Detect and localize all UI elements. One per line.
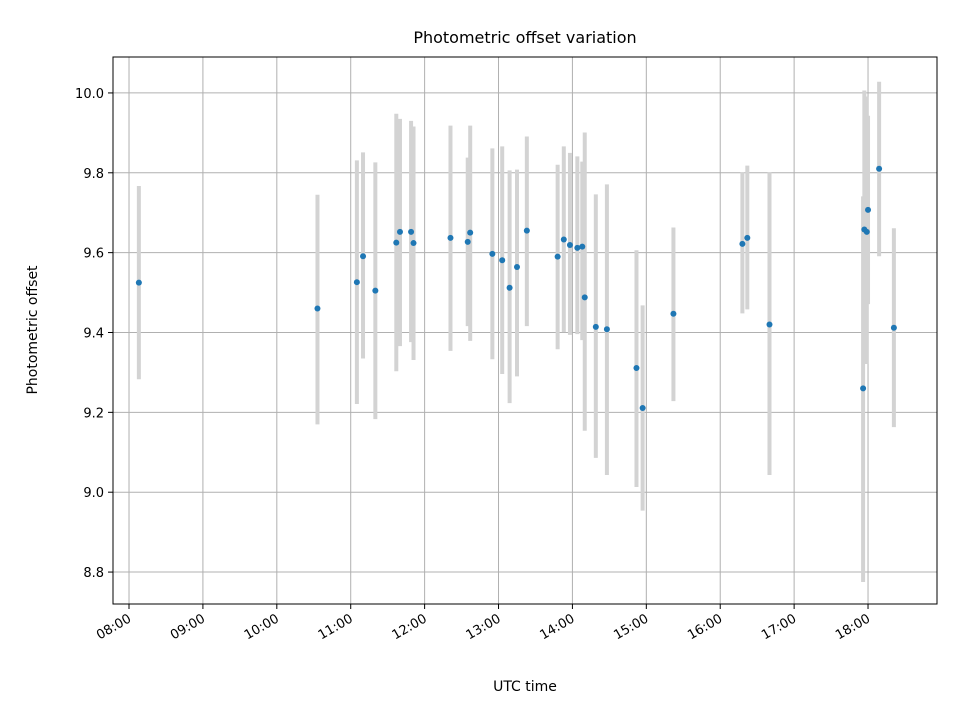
data-point <box>603 326 610 333</box>
data-point <box>489 250 496 257</box>
data-point <box>860 385 867 392</box>
data-point <box>579 243 586 250</box>
data-point <box>581 294 588 301</box>
y-tick-label: 10.0 <box>75 87 104 102</box>
y-axis-label: Photometric offset <box>25 265 41 395</box>
y-tick-label: 9.4 <box>83 326 104 341</box>
data-point <box>372 287 379 294</box>
y-axis-ticks: 8.8 9.0 9.2 9.4 9.6 9.8 10.0 <box>75 87 113 581</box>
data-point <box>574 244 581 251</box>
data-points <box>135 165 897 411</box>
data-point <box>566 242 573 249</box>
data-point <box>633 365 640 372</box>
y-tick-label: 9.8 <box>83 167 104 182</box>
data-point <box>670 310 677 317</box>
data-point <box>314 305 321 312</box>
data-point <box>360 253 367 260</box>
data-point <box>396 228 403 235</box>
data-point <box>499 257 506 264</box>
plot-frame <box>112 56 938 605</box>
x-axis-label: UTC time <box>493 679 557 695</box>
y-tick-label: 9.6 <box>83 247 104 262</box>
data-point <box>766 321 773 328</box>
data-point <box>890 324 897 331</box>
data-point <box>506 284 513 291</box>
data-point <box>876 165 883 172</box>
data-point <box>513 264 520 271</box>
data-point <box>410 240 417 247</box>
data-point <box>447 234 454 241</box>
y-tick-label: 9.0 <box>83 486 104 501</box>
data-point <box>523 227 530 234</box>
y-tick-label: 8.8 <box>83 566 104 581</box>
y-tick-label: 9.2 <box>83 406 104 421</box>
data-point <box>467 229 474 236</box>
data-point <box>393 239 400 246</box>
data-point <box>639 404 646 411</box>
data-point <box>408 228 415 235</box>
data-point <box>863 228 870 235</box>
data-point <box>353 279 360 286</box>
data-point <box>135 279 142 286</box>
data-point <box>464 238 471 245</box>
data-point <box>560 236 567 243</box>
data-point <box>592 323 599 330</box>
data-point <box>739 240 746 247</box>
data-point <box>865 206 872 213</box>
chart-title: Photometric offset variation <box>413 28 636 47</box>
data-point <box>554 253 561 260</box>
data-point <box>744 234 751 241</box>
